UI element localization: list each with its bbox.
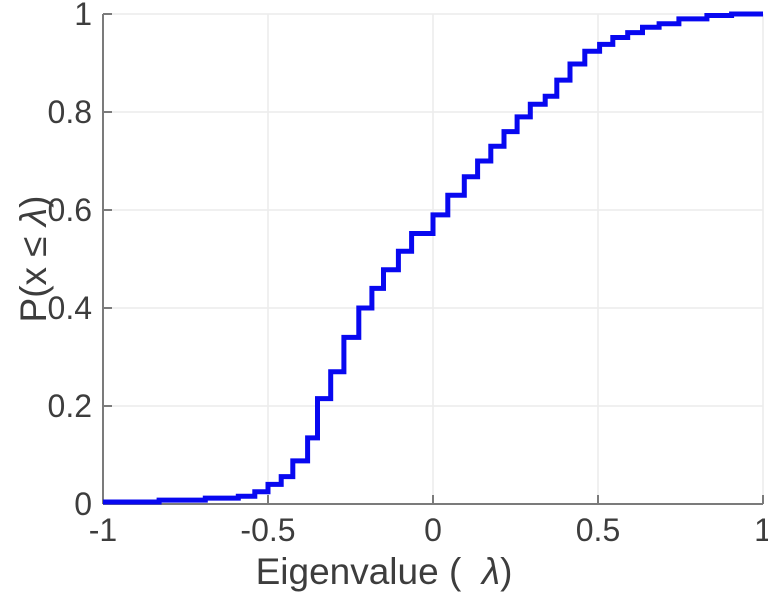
- y-axis-label: P(x ≤ λ): [13, 9, 54, 509]
- x-tick-label: 1: [754, 512, 768, 548]
- x-axis-label: Eigenvalue ( λ): [0, 552, 768, 592]
- x-tick-label: -0.5: [240, 512, 296, 548]
- y-axis-label-text: P(x ≤: [13, 226, 54, 323]
- x-axis-label-text: Eigenvalue (: [255, 551, 482, 592]
- lambda-symbol: λ: [13, 207, 54, 227]
- y-tick-label: 0.8: [47, 94, 92, 130]
- x-tick-label: 0.5: [575, 512, 621, 548]
- y-axis-label-close: ): [13, 195, 54, 208]
- x-tick-label: 0: [424, 512, 442, 548]
- x-tick-label: -1: [88, 512, 118, 548]
- x-axis-label-close: ): [500, 551, 513, 592]
- y-tick-label: 0.4: [47, 290, 92, 326]
- y-tick-label: 0.2: [47, 388, 92, 424]
- y-tick-label: 0.6: [47, 192, 92, 228]
- ecdf-step-line: [103, 11, 763, 505]
- y-tick-label: 0: [74, 486, 92, 522]
- y-tick-label: 1: [74, 0, 92, 32]
- lambda-symbol: λ: [481, 551, 501, 592]
